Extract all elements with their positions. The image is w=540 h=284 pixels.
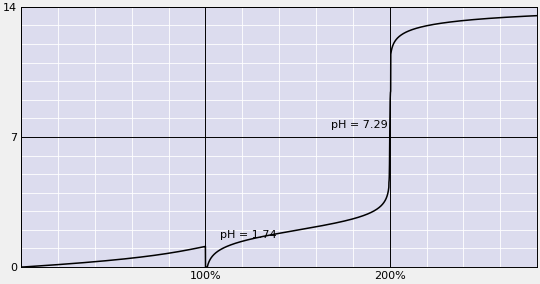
Text: pH = 1.74: pH = 1.74 <box>220 230 277 240</box>
Text: pH = 7.29: pH = 7.29 <box>331 120 388 130</box>
